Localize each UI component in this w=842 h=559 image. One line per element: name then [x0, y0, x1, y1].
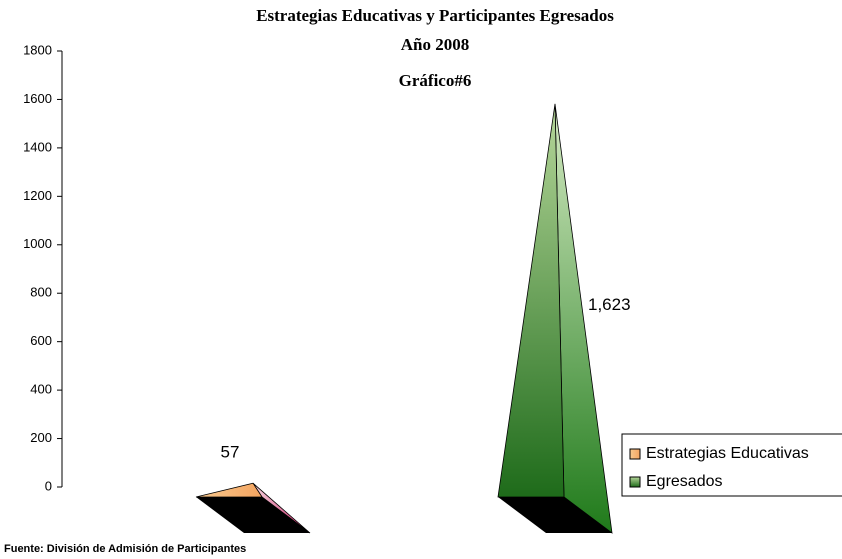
- legend: [621, 433, 842, 497]
- y-tick-label: 1400: [23, 139, 52, 154]
- y-tick-label: 0: [45, 478, 52, 493]
- y-tick-label: 400: [30, 382, 52, 397]
- y-tick-label: 1200: [23, 188, 52, 203]
- legend-swatch: [629, 448, 641, 460]
- value-label: 1,623: [588, 295, 631, 314]
- legend-label: Egresados: [646, 473, 723, 490]
- y-tick-label: 1800: [23, 42, 52, 57]
- value-label: 57: [221, 443, 240, 462]
- floor-shadow: [498, 497, 612, 533]
- y-tick-label: 1600: [23, 91, 52, 106]
- floor-shadow: [196, 497, 310, 533]
- legend-label: Estrategias Educativas: [646, 445, 809, 462]
- chart-subtitle: Gráfico#6: [399, 71, 472, 90]
- source: Fuente: División de Admisión de Particip…: [4, 543, 246, 555]
- chart-title: Estrategias Educativas y Participantes E…: [256, 6, 614, 25]
- chart-subtitle: Año 2008: [401, 35, 469, 54]
- y-tick-label: 800: [30, 285, 52, 300]
- legend-swatch: [629, 476, 641, 488]
- y-tick-label: 1000: [23, 236, 52, 251]
- pyramid-front: [195, 482, 263, 498]
- y-tick-label: 200: [30, 430, 52, 445]
- pyramid-front: [497, 103, 565, 498]
- y-tick-label: 600: [30, 333, 52, 348]
